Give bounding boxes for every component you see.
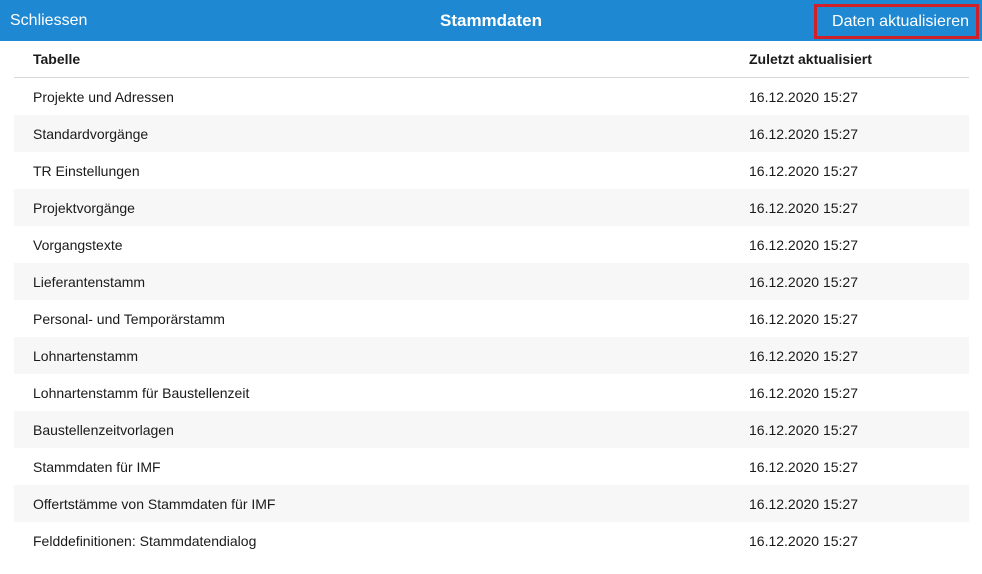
table-row[interactable]: Lieferantenstamm 16.12.2020 15:27 — [14, 263, 969, 300]
row-table-name: Standardvorgänge — [33, 126, 149, 142]
column-header-last-updated: Zuletzt aktualisiert — [749, 51, 872, 67]
table-row[interactable]: Lohnartenstamm für Baustellenzeit 16.12.… — [14, 374, 969, 411]
table-row[interactable]: Offertstämme von Stammdaten für IMF 16.1… — [14, 485, 969, 522]
row-table-name: Personal- und Temporärstamm — [33, 311, 225, 327]
refresh-data-button[interactable]: Daten aktualisieren — [814, 4, 979, 39]
row-table-name: Felddefinitionen: Stammdatendialog — [33, 533, 257, 549]
table-row[interactable]: TR Einstellungen 16.12.2020 15:27 — [14, 152, 969, 189]
table-row[interactable]: Vorgangstexte 16.12.2020 15:27 — [14, 226, 969, 263]
table-row[interactable]: Lohnartenstamm 16.12.2020 15:27 — [14, 337, 969, 374]
row-table-name: Vorgangstexte — [33, 237, 123, 253]
row-table-name: Offertstämme von Stammdaten für IMF — [33, 496, 276, 512]
column-header-table: Tabelle — [33, 51, 81, 67]
row-table-name: Baustellenzeitvorlagen — [33, 422, 174, 438]
master-data-table: Tabelle Zuletzt aktualisiert Projekte un… — [14, 41, 969, 559]
nav-bar: Schliessen Stammdaten Daten aktualisiere… — [0, 0, 982, 41]
table-row[interactable]: Personal- und Temporärstamm 16.12.2020 1… — [14, 300, 969, 337]
table-row[interactable]: Projekte und Adressen 16.12.2020 15:27 — [14, 78, 969, 115]
row-last-updated: 16.12.2020 15:27 — [749, 348, 858, 364]
row-last-updated: 16.12.2020 15:27 — [749, 496, 858, 512]
row-table-name: Lohnartenstamm — [33, 348, 139, 364]
row-table-name: Stammdaten für IMF — [33, 459, 161, 475]
row-last-updated: 16.12.2020 15:27 — [749, 533, 858, 549]
row-last-updated: 16.12.2020 15:27 — [749, 459, 858, 475]
table-body: Projekte und Adressen 16.12.2020 15:27 S… — [14, 78, 969, 559]
row-last-updated: 16.12.2020 15:27 — [749, 274, 858, 290]
row-table-name: Projektvorgänge — [33, 200, 135, 216]
row-last-updated: 16.12.2020 15:27 — [749, 385, 858, 401]
table-header: Tabelle Zuletzt aktualisiert — [14, 41, 969, 78]
table-row[interactable]: Standardvorgänge 16.12.2020 15:27 — [14, 115, 969, 152]
row-table-name: Lieferantenstamm — [33, 274, 146, 290]
row-table-name: Lohnartenstamm für Baustellenzeit — [33, 385, 250, 401]
row-table-name: Projekte und Adressen — [33, 89, 174, 105]
row-last-updated: 16.12.2020 15:27 — [749, 311, 858, 327]
row-last-updated: 16.12.2020 15:27 — [749, 237, 858, 253]
table-row[interactable]: Felddefinitionen: Stammdatendialog 16.12… — [14, 522, 969, 559]
table-row[interactable]: Projektvorgänge 16.12.2020 15:27 — [14, 189, 969, 226]
row-last-updated: 16.12.2020 15:27 — [749, 89, 858, 105]
close-button[interactable]: Schliessen — [10, 12, 88, 29]
row-last-updated: 16.12.2020 15:27 — [749, 163, 858, 179]
row-last-updated: 16.12.2020 15:27 — [749, 200, 858, 216]
table-row[interactable]: Baustellenzeitvorlagen 16.12.2020 15:27 — [14, 411, 969, 448]
table-row[interactable]: Stammdaten für IMF 16.12.2020 15:27 — [14, 448, 969, 485]
row-table-name: TR Einstellungen — [33, 163, 140, 179]
row-last-updated: 16.12.2020 15:27 — [749, 422, 858, 438]
row-last-updated: 16.12.2020 15:27 — [749, 126, 858, 142]
